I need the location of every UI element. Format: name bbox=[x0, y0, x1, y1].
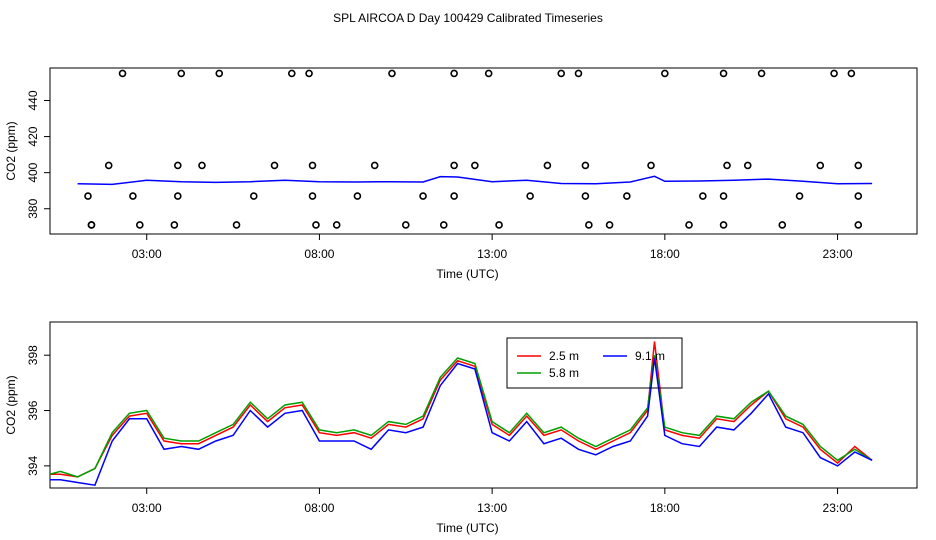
panel-bottom-timeseries: 03:00 08:00 13:00 18:00 23:00 394 396 398 Time (… bbox=[4, 321, 918, 535]
data-point bbox=[661, 69, 669, 78]
data-point bbox=[830, 69, 838, 78]
x-tick-label: 03:00 bbox=[132, 501, 162, 515]
data-point bbox=[305, 69, 313, 78]
data-point bbox=[685, 221, 693, 229]
data-point bbox=[719, 69, 728, 78]
data-point bbox=[647, 161, 655, 170]
data-point bbox=[719, 221, 728, 229]
data-point bbox=[581, 192, 590, 200]
data-point bbox=[605, 221, 614, 229]
y-tick-label: 420 bbox=[26, 126, 40, 146]
data-point bbox=[450, 69, 458, 78]
data-point bbox=[581, 161, 590, 170]
data-point bbox=[450, 192, 458, 200]
data-point bbox=[795, 192, 804, 200]
y-tick-label: 394 bbox=[26, 456, 40, 476]
data-point bbox=[232, 221, 241, 229]
y-axis-label: CO2 (ppm) bbox=[4, 121, 18, 180]
x-axis-label: Time (UTC) bbox=[436, 521, 498, 535]
data-point bbox=[585, 221, 593, 229]
data-point bbox=[778, 221, 787, 229]
data-point bbox=[308, 192, 317, 200]
x-tick-label: 13:00 bbox=[477, 501, 507, 515]
data-point bbox=[623, 192, 631, 200]
data-point bbox=[854, 161, 863, 170]
data-point bbox=[215, 69, 224, 78]
data-point bbox=[854, 192, 863, 200]
y-tick-label: 396 bbox=[26, 400, 40, 420]
data-point bbox=[129, 192, 137, 200]
data-point bbox=[816, 161, 825, 170]
y-tick-label: 440 bbox=[26, 90, 40, 110]
data-point bbox=[312, 221, 320, 229]
x-tick-label: 18:00 bbox=[650, 501, 680, 515]
x-tick-label: 23:00 bbox=[823, 247, 853, 261]
data-point bbox=[757, 69, 766, 78]
data-point bbox=[174, 161, 182, 170]
data-point bbox=[699, 192, 707, 200]
legend: 2.5 m 5.8 m 9.1 m bbox=[506, 337, 683, 389]
x-axis-label: Time (UTC) bbox=[436, 267, 498, 281]
data-point bbox=[198, 161, 206, 170]
data-point bbox=[450, 161, 458, 170]
x-tick-label: 18:00 bbox=[650, 247, 680, 261]
data-point bbox=[136, 221, 144, 229]
legend-label: 9.1 m bbox=[635, 349, 665, 363]
data-point bbox=[388, 69, 396, 78]
data-point bbox=[439, 221, 448, 229]
data-point bbox=[170, 221, 179, 229]
data-point bbox=[723, 161, 731, 170]
data-point bbox=[308, 161, 317, 170]
y-tick-label: 400 bbox=[26, 162, 40, 182]
data-point bbox=[557, 69, 566, 78]
data-point bbox=[526, 192, 534, 200]
data-point bbox=[87, 221, 96, 229]
series-line bbox=[50, 341, 873, 478]
chart-title: SPL AIRCOA D Day 100429 Calibrated Times… bbox=[333, 11, 603, 25]
data-point bbox=[177, 69, 186, 78]
data-point bbox=[484, 69, 493, 78]
series-line bbox=[77, 175, 873, 186]
data-point bbox=[287, 69, 296, 78]
y-tick-label: 380 bbox=[26, 198, 40, 218]
x-tick-label: 08:00 bbox=[304, 501, 334, 515]
series-line bbox=[50, 355, 873, 478]
data-point bbox=[401, 221, 410, 229]
y-tick-label: 398 bbox=[26, 345, 40, 365]
plot-frame bbox=[49, 321, 918, 489]
data-point bbox=[270, 161, 279, 170]
data-point bbox=[84, 192, 92, 200]
data-point bbox=[249, 192, 258, 200]
data-point bbox=[743, 161, 752, 170]
data-point bbox=[471, 161, 479, 170]
legend-box bbox=[506, 337, 683, 389]
x-tick-label: 13:00 bbox=[477, 247, 507, 261]
data-point bbox=[174, 192, 182, 200]
data-point bbox=[118, 69, 127, 78]
data-point bbox=[543, 161, 552, 170]
y-axis-label: CO2 (ppm) bbox=[4, 375, 18, 434]
data-point bbox=[419, 192, 427, 200]
data-point bbox=[719, 192, 728, 200]
x-tick-label: 03:00 bbox=[132, 247, 162, 261]
series-line bbox=[50, 357, 873, 487]
data-point bbox=[847, 69, 856, 78]
legend-label: 2.5 m bbox=[549, 349, 579, 363]
data-point bbox=[353, 192, 362, 200]
data-point bbox=[370, 161, 379, 170]
x-tick-label: 23:00 bbox=[823, 501, 853, 515]
data-point bbox=[332, 221, 341, 229]
data-point bbox=[495, 221, 503, 229]
x-tick-label: 08:00 bbox=[304, 247, 334, 261]
panel-top-timeseries: 03:00 08:00 13:00 18:00 23:00 380 400 420 440 Tim… bbox=[4, 67, 918, 281]
data-point bbox=[854, 221, 863, 229]
data-point bbox=[104, 161, 113, 170]
data-point bbox=[574, 69, 583, 78]
legend-label: 5.8 m bbox=[549, 366, 579, 380]
plot-frame bbox=[49, 67, 918, 235]
